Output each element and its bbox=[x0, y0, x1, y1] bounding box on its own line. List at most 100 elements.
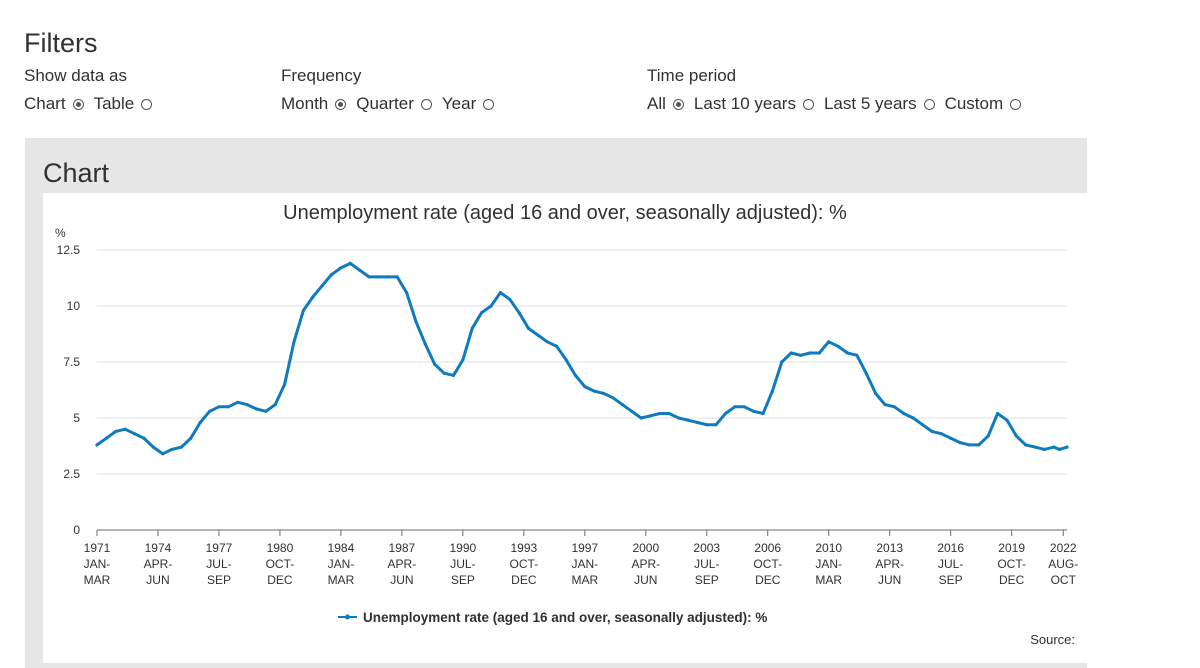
x-tick-year: 1980 bbox=[267, 541, 294, 555]
data-point bbox=[470, 326, 474, 330]
time-period-5y-option[interactable]: Last 5 years bbox=[824, 94, 935, 114]
chart-container bbox=[43, 193, 1087, 663]
time-period-group: Time period All Last 10 years Last 5 yea… bbox=[647, 66, 1031, 114]
frequency-month-label: Month bbox=[281, 94, 329, 113]
y-tick-label: 2.5 bbox=[63, 467, 80, 481]
data-point bbox=[967, 443, 972, 447]
time-period-all-radio[interactable] bbox=[672, 98, 684, 110]
data-point bbox=[845, 351, 850, 355]
show-as-chart-label: Chart bbox=[24, 94, 66, 113]
frequency-month-radio[interactable] bbox=[335, 98, 347, 110]
series-layer bbox=[95, 261, 1069, 456]
frequency-year-radio[interactable] bbox=[483, 98, 495, 110]
data-point bbox=[526, 326, 531, 330]
data-point bbox=[770, 389, 775, 393]
show-as-chart-option[interactable]: Chart bbox=[24, 94, 84, 114]
data-point bbox=[1024, 443, 1028, 447]
y-tick-label: 0 bbox=[73, 523, 80, 537]
data-point bbox=[367, 275, 371, 279]
x-tick-period: JAN- bbox=[815, 557, 842, 571]
data-point bbox=[780, 360, 784, 364]
data-point bbox=[592, 389, 596, 393]
chart-panel-title: Chart bbox=[43, 158, 110, 188]
x-tick-period: JUL- bbox=[450, 557, 475, 571]
x-tick-year: 1971 bbox=[84, 541, 111, 555]
show-as-table-option[interactable]: Table bbox=[94, 94, 153, 114]
data-point bbox=[480, 311, 484, 315]
show-as-table-radio[interactable] bbox=[141, 98, 153, 110]
y-tick-label: 10 bbox=[67, 299, 81, 313]
time-period-10y-option[interactable]: Last 10 years bbox=[694, 94, 814, 114]
x-tick-period-sub: OCT bbox=[1051, 573, 1077, 587]
chart-title: Unemployment rate (aged 16 and over, sea… bbox=[283, 202, 847, 224]
x-tick-period-sub: DEC bbox=[999, 573, 1025, 587]
data-point bbox=[874, 391, 878, 395]
data-point bbox=[301, 308, 305, 313]
data-point bbox=[132, 432, 137, 436]
data-point bbox=[667, 411, 671, 416]
data-point bbox=[986, 434, 990, 438]
legend[interactable]: Unemployment rate (aged 16 and over, sea… bbox=[338, 610, 767, 625]
data-point bbox=[179, 445, 183, 449]
frequency-year-option[interactable]: Year bbox=[442, 94, 495, 114]
data-point bbox=[442, 371, 446, 375]
x-tick-period-sub: SEP bbox=[695, 573, 719, 587]
frequency-group: Frequency Month Quarter Year bbox=[281, 66, 504, 114]
data-point bbox=[451, 373, 456, 377]
time-period-10y-radio[interactable] bbox=[802, 98, 814, 110]
x-axis-ticks: 1971 JAN- MAR 1974 APR- JUN 1977 JUL- SEP 1980 OCT… bbox=[84, 530, 1078, 587]
time-period-10y-label: Last 10 years bbox=[693, 94, 796, 113]
data-point bbox=[414, 320, 418, 324]
x-tick-period: JAN- bbox=[571, 557, 598, 571]
y-axis-unit-label: % bbox=[55, 226, 66, 240]
time-period-5y-label: Last 5 years bbox=[823, 94, 917, 113]
data-point bbox=[949, 436, 953, 440]
x-tick-year: 1974 bbox=[145, 541, 172, 555]
data-point bbox=[808, 351, 812, 355]
time-period-all-option[interactable]: All bbox=[647, 94, 684, 114]
x-tick-period: JUL- bbox=[938, 557, 963, 571]
x-tick-period: APR- bbox=[631, 557, 660, 571]
legend-dot-marker bbox=[345, 614, 350, 620]
data-point bbox=[677, 416, 681, 420]
x-tick-period-sub: JUN bbox=[878, 573, 901, 587]
data-point bbox=[1014, 434, 1018, 438]
data-point bbox=[977, 443, 981, 447]
frequency-quarter-radio[interactable] bbox=[420, 98, 432, 110]
x-tick-period: OCT- bbox=[753, 557, 782, 571]
data-point bbox=[630, 409, 634, 413]
frequency-quarter-option[interactable]: Quarter bbox=[356, 94, 432, 114]
data-point bbox=[358, 268, 362, 272]
time-period-5y-radio[interactable] bbox=[923, 98, 935, 110]
data-point bbox=[536, 333, 540, 337]
x-tick-period-sub: SEP bbox=[207, 573, 231, 587]
data-point bbox=[733, 405, 737, 409]
data-point bbox=[161, 452, 165, 456]
data-point bbox=[254, 407, 259, 411]
data-point bbox=[329, 273, 334, 277]
x-tick-period: JAN- bbox=[84, 557, 111, 571]
y-axis-ticks: 0 2.5 5 7.5 10 12.5 bbox=[57, 243, 81, 537]
data-point bbox=[114, 429, 118, 433]
data-point bbox=[864, 371, 868, 375]
frequency-label: Frequency bbox=[281, 66, 362, 85]
time-period-custom-option[interactable]: Custom bbox=[945, 94, 1022, 114]
data-point bbox=[461, 358, 465, 362]
data-point bbox=[264, 409, 268, 413]
data-point bbox=[817, 351, 821, 355]
data-point bbox=[198, 420, 202, 425]
data-point bbox=[395, 275, 399, 279]
data-point bbox=[123, 427, 127, 431]
x-tick-year: 2016 bbox=[937, 541, 964, 555]
data-point bbox=[1052, 445, 1056, 449]
x-tick-year: 1984 bbox=[328, 541, 355, 555]
data-point bbox=[517, 311, 521, 315]
frequency-month-option[interactable]: Month bbox=[281, 94, 347, 114]
time-period-custom-radio[interactable] bbox=[1010, 98, 1022, 110]
data-point bbox=[920, 423, 925, 427]
data-point bbox=[911, 416, 915, 420]
data-point bbox=[245, 403, 249, 407]
data-point bbox=[996, 411, 1000, 416]
show-as-chart-radio[interactable] bbox=[72, 98, 84, 110]
